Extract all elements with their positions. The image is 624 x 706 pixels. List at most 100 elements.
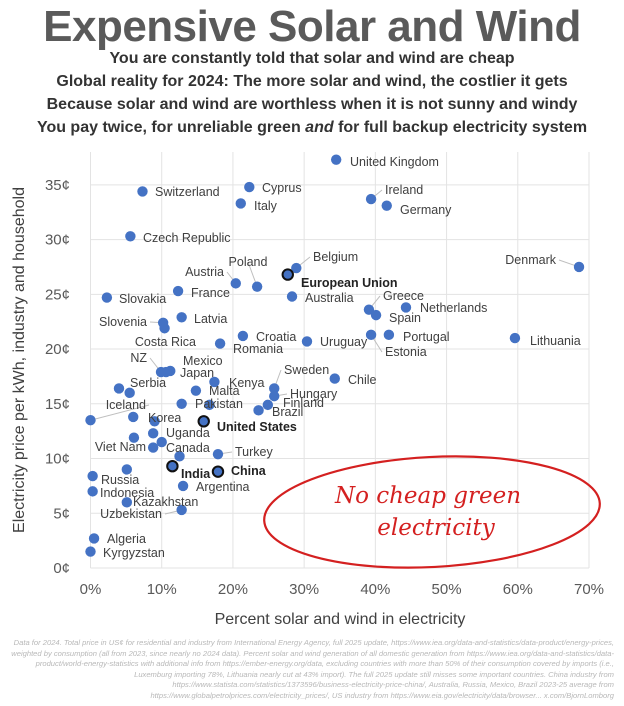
y-tick-label: 30¢ [45,232,70,249]
label-korea: Korea [148,411,181,425]
label-indonesia: Indonesia [100,486,154,500]
label-algeria: Algeria [107,532,146,546]
point-uzbekistan [176,504,187,516]
point-netherlands [400,302,412,313]
point-viet-nam [147,442,159,453]
label-denmark: Denmark [505,253,556,267]
point-denmark [573,261,585,273]
label-chile: Chile [348,373,377,387]
y-tick-label: 20¢ [45,341,70,358]
point-india [166,459,179,473]
footnote: Data for 2024. Total price in US¢ for re… [11,638,614,700]
y-axis-label: Electricity price per kWh, industry and … [11,187,28,533]
label-france: France [191,286,230,300]
label-pakistan: Pakistan [195,397,243,411]
point-united-states [197,415,210,428]
point-argentina [177,480,189,492]
point-ireland [365,193,377,205]
label-czech-republic: Czech Republic [143,231,231,245]
label-sweden: Sweden [284,363,329,377]
point-kazakhstan [121,497,133,508]
label-united-kingdom: United Kingdom [350,155,439,169]
point-uganda [147,428,159,439]
point-greece [363,304,375,315]
point-sweden [269,383,280,394]
point-belgium [291,262,302,274]
subtitle-line-4-a: You pay twice, for unreliable green [36,119,306,136]
point-european-union [281,268,294,281]
label-mexico: Mexico [183,354,223,368]
y-tick-label: 0¢ [53,560,70,577]
point-unlabeled [121,464,133,475]
annotation-ellipse [263,455,601,569]
point-turkey [212,448,224,460]
label-cyprus: Cyprus [262,181,302,195]
point-croatia [237,330,249,342]
leader-iceland [90,404,150,421]
x-tick-label: 60% [503,581,533,598]
label-austria: Austria [185,265,224,279]
point-uruguay [301,336,313,347]
point-slovakia [101,292,113,303]
point-brazil [253,405,264,416]
subtitle-line-3: Because solar and wind are worthless whe… [46,96,578,113]
point-austria [230,278,241,289]
point-malta [190,385,202,396]
point-pakistan [176,398,187,409]
label-uganda: Uganda [166,426,210,440]
label-china: China [231,464,267,478]
label-portugal: Portugal [403,330,450,344]
label-european-union: European Union [301,276,398,290]
point-iceland [85,415,96,426]
label-uzbekistan: Uzbekistan [100,507,162,521]
point-algeria [88,533,100,544]
y-tick-label: 5¢ [53,505,70,522]
point-hungary [269,390,280,402]
point-australia [286,291,298,302]
point-poland [251,281,263,292]
point-italy [235,198,246,209]
y-tick-label: 15¢ [45,396,70,413]
point-estonia [365,329,377,341]
label-slovenia: Slovenia [99,315,147,329]
label-kyrgyzstan: Kyrgyzstan [103,546,165,560]
point-unlabeled [128,411,139,423]
point-indonesia [87,486,98,497]
chart-title: Expensive Solar and Wind [43,2,581,51]
point-romania [214,338,226,349]
grid [90,152,590,569]
label-viet-nam: Viet Nam [95,440,146,454]
x-tick-label: 20% [218,581,248,598]
point-costa-rica [159,323,170,334]
label-turkey: Turkey [235,445,273,459]
x-tick-label: 30% [289,581,319,598]
x-axis-label: Percent solar and wind in electricity [215,611,466,628]
subtitle-line-4-b: for full backup electricity system [333,119,588,136]
axis-ticks: 0% 10% 20% 30% 40% 50% 60% 70% 0¢ 5¢ 10¢ 15¢ 20¢ 25¢ 3… [45,177,604,598]
point-kyrgyzstan [85,546,96,557]
x-tick-label: 10% [147,581,177,598]
point-chile [329,373,340,384]
point-korea [149,416,160,427]
point-switzerland [137,186,148,197]
point-lithuania [509,332,521,344]
y-tick-label: 25¢ [45,286,70,303]
label-romania: Romania [233,342,283,356]
label-croatia: Croatia [256,330,296,344]
point-latvia [176,312,187,323]
label-argentina: Argentina [196,480,250,494]
point-china [211,465,225,478]
label-finland: Finland [283,396,324,410]
label-russia: Russia [101,473,139,487]
label-italy: Italy [254,199,278,213]
point-unlabeled [128,432,140,443]
point-spain [370,309,382,321]
label-slovakia: Slovakia [119,292,166,306]
label-united-states: United States [217,420,297,434]
point-cyprus [244,181,255,193]
points [85,154,585,557]
subtitle-line-4: You pay twice, for unreliable green and … [0,119,624,137]
label-latvia: Latvia [194,312,227,326]
point-unlabeled [204,399,215,411]
label-switzerland: Switzerland [155,185,220,199]
